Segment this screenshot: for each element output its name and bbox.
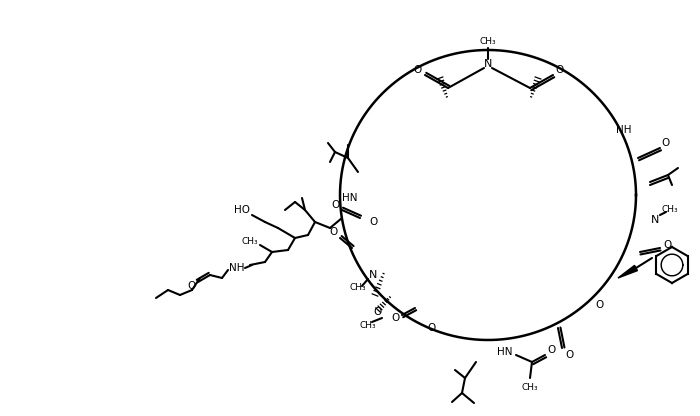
Polygon shape bbox=[618, 265, 638, 278]
Text: O: O bbox=[596, 300, 604, 310]
Text: NH: NH bbox=[616, 125, 631, 135]
Text: N: N bbox=[651, 215, 659, 225]
Text: HN: HN bbox=[342, 193, 358, 203]
Text: CH₃: CH₃ bbox=[522, 382, 538, 391]
Text: O: O bbox=[428, 323, 436, 333]
Text: CH₃: CH₃ bbox=[350, 283, 366, 292]
Text: CH₃: CH₃ bbox=[662, 206, 678, 215]
Text: HN: HN bbox=[497, 347, 512, 357]
Text: O: O bbox=[663, 240, 671, 250]
Text: O: O bbox=[556, 65, 564, 75]
Text: O: O bbox=[370, 217, 378, 227]
Text: CH₃: CH₃ bbox=[480, 37, 496, 47]
Text: N: N bbox=[369, 270, 377, 280]
Text: N: N bbox=[484, 59, 492, 69]
Text: O: O bbox=[188, 281, 196, 291]
Text: O: O bbox=[662, 138, 670, 148]
Text: CH₃: CH₃ bbox=[241, 238, 258, 247]
Text: O: O bbox=[374, 307, 382, 317]
Text: HO: HO bbox=[234, 205, 250, 215]
Text: O: O bbox=[330, 227, 338, 237]
Text: O: O bbox=[332, 200, 340, 210]
Text: CH₃: CH₃ bbox=[360, 320, 377, 329]
Text: O: O bbox=[414, 65, 422, 75]
Text: O: O bbox=[548, 345, 556, 355]
Text: NH: NH bbox=[230, 263, 245, 273]
Text: O: O bbox=[391, 313, 399, 323]
Text: O: O bbox=[566, 350, 574, 360]
